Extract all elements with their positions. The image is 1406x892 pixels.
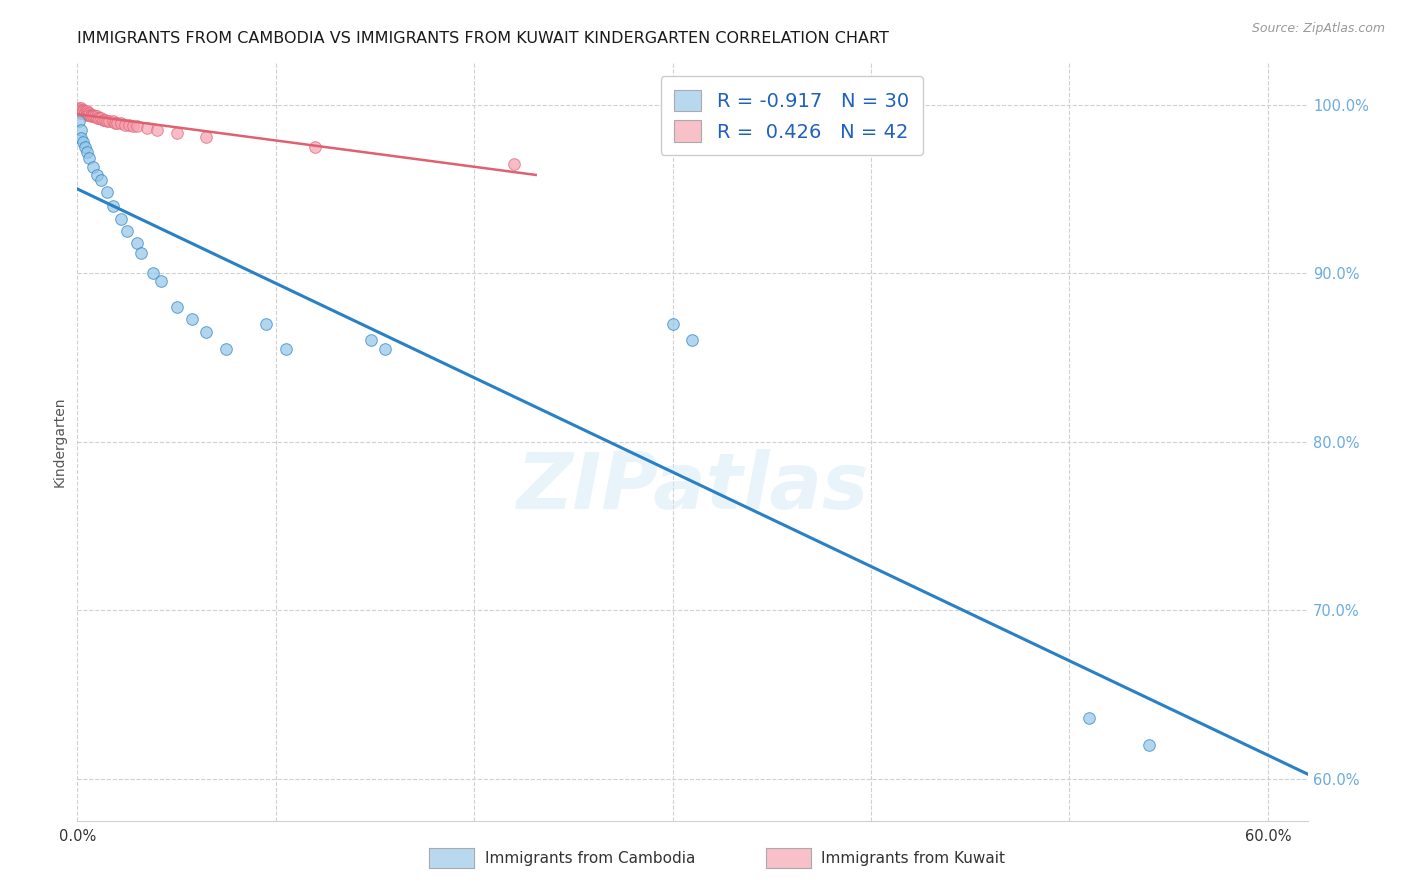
Point: [1078, 711, 1101, 725]
Point: [70, 123, 93, 137]
Point: [84, 109, 107, 123]
Point: [70, 106, 93, 120]
Point: [90, 111, 112, 125]
Point: [135, 121, 157, 136]
Text: Source: ZipAtlas.com: Source: ZipAtlas.com: [1251, 22, 1385, 36]
Point: [114, 118, 136, 132]
Point: [149, 275, 172, 289]
Point: [115, 224, 138, 238]
Point: [101, 199, 124, 213]
Point: [104, 116, 127, 130]
Point: [105, 116, 128, 130]
Point: [90, 173, 112, 187]
Point: [125, 120, 148, 134]
Point: [67, 114, 90, 128]
Point: [72, 103, 94, 117]
Text: Immigrants from Kuwait: Immigrants from Kuwait: [821, 851, 1005, 865]
Point: [195, 129, 218, 144]
Point: [502, 156, 524, 170]
Point: [76, 106, 98, 120]
Point: [374, 342, 396, 356]
Point: [125, 235, 148, 250]
Point: [254, 317, 277, 331]
Point: [96, 185, 118, 199]
Point: [142, 266, 165, 280]
Point: [89, 111, 111, 125]
Point: [70, 103, 93, 117]
Point: [80, 108, 103, 122]
Point: [77, 152, 100, 166]
Point: [75, 106, 97, 120]
Point: [67, 103, 90, 117]
Point: [98, 114, 121, 128]
Y-axis label: Kindergarten: Kindergarten: [52, 396, 66, 487]
Point: [661, 317, 683, 331]
Point: [75, 139, 97, 153]
Point: [122, 120, 145, 134]
Text: ZIPatlas: ZIPatlas: [516, 449, 869, 525]
Point: [96, 114, 118, 128]
Point: [76, 108, 98, 122]
Point: [72, 135, 94, 149]
Point: [67, 104, 90, 119]
Point: [166, 126, 188, 140]
Point: [110, 212, 132, 227]
Point: [82, 109, 104, 123]
Point: [1137, 738, 1160, 752]
Point: [86, 169, 108, 183]
Point: [86, 111, 108, 125]
Point: [91, 112, 114, 127]
Point: [67, 101, 90, 115]
Point: [82, 108, 104, 122]
Point: [82, 160, 104, 174]
Point: [166, 300, 188, 314]
Point: [682, 334, 704, 348]
Point: [76, 104, 98, 119]
Point: [215, 342, 238, 356]
Point: [80, 109, 103, 123]
Point: [110, 116, 132, 130]
Text: Immigrants from Cambodia: Immigrants from Cambodia: [485, 851, 696, 865]
Point: [129, 245, 152, 260]
Point: [101, 114, 124, 128]
Point: [195, 325, 218, 339]
Point: [360, 334, 382, 348]
Point: [77, 106, 100, 120]
Point: [72, 104, 94, 119]
Point: [70, 101, 93, 115]
Point: [181, 311, 204, 326]
Point: [118, 118, 141, 132]
Point: [94, 112, 117, 127]
Point: [86, 109, 108, 123]
Point: [77, 108, 100, 122]
Text: IMMIGRANTS FROM CAMBODIA VS IMMIGRANTS FROM KUWAIT KINDERGARTEN CORRELATION CHAR: IMMIGRANTS FROM CAMBODIA VS IMMIGRANTS F…: [77, 31, 889, 46]
Point: [145, 123, 167, 137]
Point: [70, 131, 93, 145]
Point: [304, 139, 326, 153]
Legend: R = -0.917   N = 30, R =  0.426   N = 42: R = -0.917 N = 30, R = 0.426 N = 42: [661, 76, 922, 155]
Point: [75, 104, 97, 119]
Point: [274, 342, 297, 356]
Point: [76, 145, 98, 159]
